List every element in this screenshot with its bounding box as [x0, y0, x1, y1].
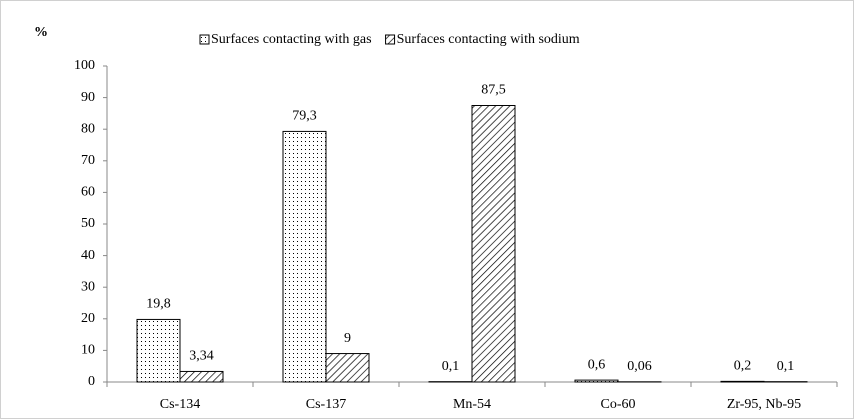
y-tick-label: 30 [81, 279, 95, 294]
value-label: 3,34 [189, 349, 214, 364]
legend-swatch [199, 34, 210, 45]
y-tick-label: 60 [81, 185, 95, 200]
value-label: 0,06 [627, 359, 652, 374]
y-tick-label: 90 [81, 90, 95, 105]
x-tick-label: Co-60 [601, 397, 636, 412]
y-tick-label: 40 [81, 248, 95, 263]
value-label: 79,3 [292, 109, 317, 124]
value-label: 9 [344, 331, 351, 346]
value-label: 0,1 [442, 359, 460, 374]
value-label: 87,5 [481, 83, 506, 98]
bar [325, 353, 370, 383]
bar [282, 130, 327, 383]
value-label: 0,1 [777, 359, 795, 374]
y-tick-label: 80 [81, 121, 95, 136]
bar [471, 105, 516, 383]
value-label: 0,2 [734, 359, 752, 374]
y-tick-label: 70 [81, 153, 95, 168]
x-tick-label: Cs-137 [306, 397, 346, 412]
bar [720, 380, 765, 383]
x-tick-label: Zr-95, Nb-95 [727, 397, 801, 412]
legend-swatch [385, 34, 396, 45]
y-tick-label: 20 [81, 311, 95, 326]
y-axis-label: % [34, 25, 48, 40]
value-label: 19,8 [146, 297, 171, 312]
x-tick-label: Cs-134 [160, 397, 200, 412]
y-tick-label: 10 [81, 343, 95, 358]
bar [574, 379, 619, 383]
y-tick-label: 0 [88, 374, 95, 389]
value-label: 0,6 [588, 357, 606, 372]
legend-label: Surfaces contacting with gas [211, 32, 372, 47]
bar [136, 318, 181, 383]
y-tick-label: 50 [81, 216, 95, 231]
legend-label: Surfaces contacting with sodium [397, 32, 580, 47]
x-tick-label: Mn-54 [453, 397, 491, 412]
y-tick-label: 100 [74, 58, 95, 73]
bar [179, 370, 224, 383]
